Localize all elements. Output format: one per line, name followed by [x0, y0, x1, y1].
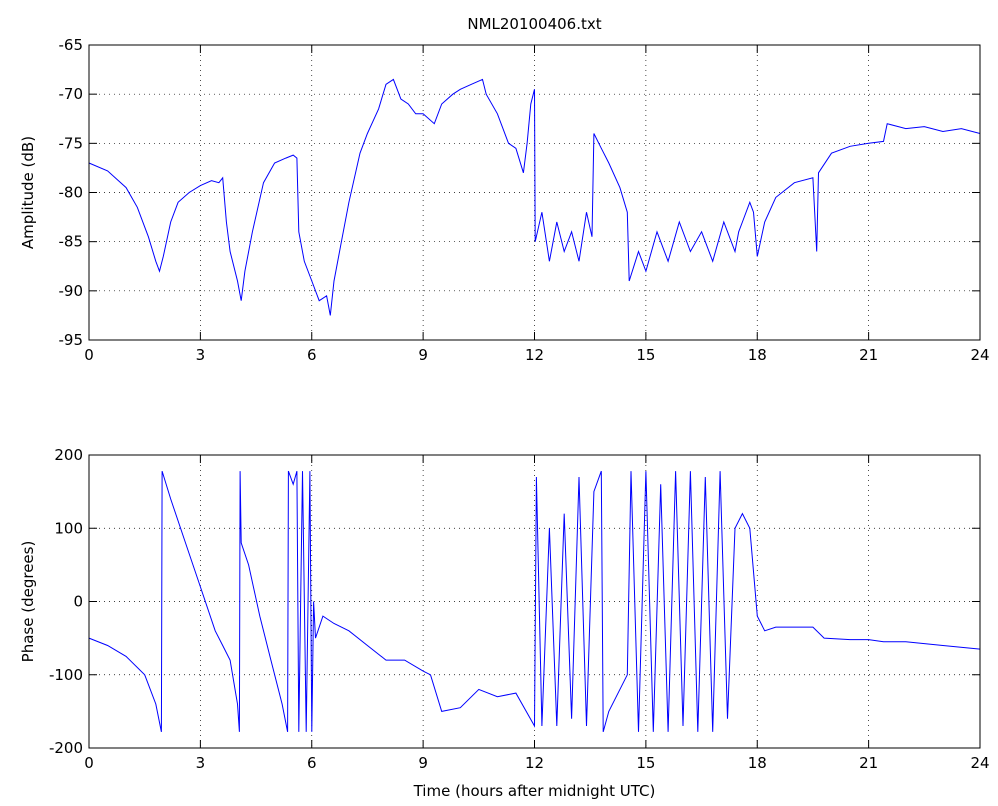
axes-frame: [88, 454, 981, 749]
x-tick-label: 15: [636, 754, 655, 772]
y-tick-label: -80: [59, 184, 84, 202]
x-tick-label: 24: [970, 346, 989, 364]
y-tick-label: -65: [59, 36, 84, 54]
y-tick-label: -95: [59, 331, 84, 349]
y-tick-label: -100: [49, 666, 83, 684]
axes-frame: [88, 44, 981, 341]
data-line: [88, 470, 981, 733]
x-tick-label: 9: [418, 754, 428, 772]
x-tick-label: 18: [748, 346, 767, 364]
x-tick-label: 3: [196, 754, 206, 772]
data-line: [88, 78, 981, 316]
y-tick-label: 200: [54, 446, 83, 464]
y-axis-label: Amplitude (dB): [19, 136, 37, 249]
y-tick-label: -200: [49, 739, 83, 757]
x-tick-label: 0: [84, 346, 94, 364]
x-tick-label: 12: [525, 346, 544, 364]
chart-title: NML20100406.txt: [467, 15, 601, 33]
x-tick-label: 3: [196, 346, 206, 364]
x-tick-label: 18: [748, 754, 767, 772]
y-tick-label: -90: [59, 282, 84, 300]
y-tick-label: -85: [59, 233, 84, 251]
x-tick-label: 21: [859, 346, 878, 364]
y-tick-label: -75: [59, 134, 84, 152]
x-tick-label: 15: [636, 346, 655, 364]
x-axis-label: Time (hours after midnight UTC): [413, 782, 656, 800]
y-tick-label: -70: [59, 85, 84, 103]
x-tick-label: 21: [859, 754, 878, 772]
x-tick-label: 6: [307, 346, 317, 364]
x-tick-label: 6: [307, 754, 317, 772]
x-tick-label: 24: [970, 754, 989, 772]
y-axis-label: Phase (degrees): [19, 541, 37, 663]
x-tick-label: 12: [525, 754, 544, 772]
x-tick-label: 0: [84, 754, 94, 772]
y-tick-label: 100: [54, 519, 83, 537]
y-tick-label: 0: [73, 593, 83, 611]
x-tick-label: 9: [418, 346, 428, 364]
